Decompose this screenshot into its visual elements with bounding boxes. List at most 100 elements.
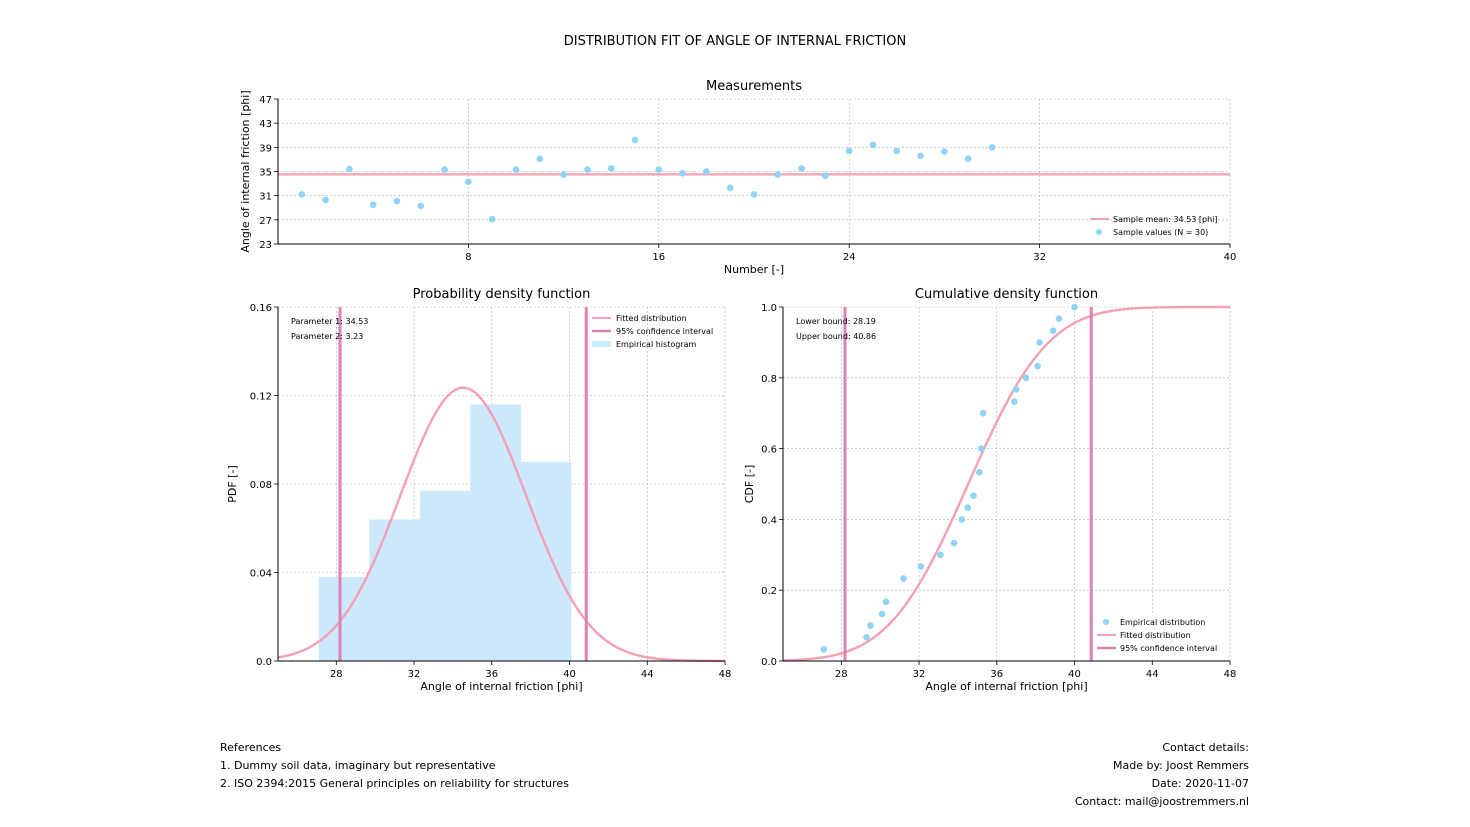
y-tick-label: 0.08 [250,480,272,491]
y-axis-label: Angle of internal friction [phi] [239,90,252,252]
empirical-point [1034,362,1041,370]
y-tick-label: 27 [259,216,272,227]
empirical-point [882,598,890,606]
empirical-point [917,563,925,570]
y-tick-label: 0.0 [256,657,272,668]
contact-heading: Contact details: [1162,741,1249,754]
empirical-point [1071,303,1078,311]
measurements-chart: 8 16 24 32 40 23 27 31 35 39 43 47 Measurements Numbe… [239,79,1236,276]
empirical-point [878,610,886,618]
sample-point [845,147,853,155]
histogram-bar [369,519,420,661]
sample-point [964,155,972,163]
sample-point [941,148,948,155]
empirical-point [1055,315,1063,322]
y-tick-label: 47 [259,95,272,106]
x-tick-label: 32 [1033,252,1046,263]
x-tick-label: 16 [652,252,665,263]
sample-point [631,136,639,144]
histogram-bar [419,490,471,661]
empirical-point [958,516,966,523]
empirical-point [820,646,828,653]
histogram-bar [520,461,572,661]
reference-item-1: 1. Dummy soil data, imaginary but repres… [220,759,496,772]
empirical-point [950,539,958,547]
measurements-legend: Sample mean: 34.53 [phi] Sample values (N… [1090,215,1218,237]
pdf-legend: Fitted distribution 95% confidence interv… [592,314,713,349]
annotation-upper-bound: Upper bound: 40.86 [796,332,876,341]
legend-label-empirical: Empirical distribution [1120,618,1205,627]
y-tick-label: 0.4 [761,515,777,526]
x-tick-label: 40 [563,669,576,680]
legend-swatch-hist [592,341,611,347]
annotation-parameter-2: Parameter 2: 3.23 [291,332,363,341]
y-tick-label: 0.8 [761,374,777,385]
x-tick-label: 48 [719,669,732,680]
x-tick-label: 28 [835,669,848,680]
histogram-bar [470,404,521,661]
sample-point [750,191,758,198]
sample-point [917,152,924,160]
figure-suptitle: DISTRIBUTION FIT OF ANGLE OF INTERNAL FR… [564,34,906,49]
empirical-point [1022,374,1030,382]
empirical-point [867,622,874,629]
legend-label-fit: Fitted distribution [1120,631,1191,640]
x-tick-label: 44 [1146,669,1159,680]
x-tick-label: 24 [843,252,856,263]
empirical-point [900,575,907,582]
y-axis-label: PDF [-] [226,465,239,502]
empirical-point [863,633,870,641]
sample-point [417,202,425,210]
sample-point [774,171,782,178]
cdf-chart: 28 32 36 40 44 48 0.0 0.2 0.4 0.6 0.8 1.0 Cumulative… [743,287,1236,693]
legend-label-ci: 95% confidence interval [616,327,713,336]
x-tick-label: 48 [1224,669,1237,680]
fitted-cdf-curve [782,305,1230,662]
x-axis-label: Angle of internal friction [phi] [925,680,1087,693]
empirical-point [1036,339,1043,346]
sample-point [584,166,591,173]
chart-title: Probability density function [413,287,591,302]
sample-point [536,155,544,163]
empirical-point [1049,327,1057,335]
contact-block: Contact details: Made by: Joost Remmers … [1075,739,1249,811]
y-tick-label: 23 [259,240,272,251]
legend-label-fit: Fitted distribution [616,314,687,323]
sample-point [798,165,805,172]
empirical-point [1010,398,1018,405]
legend-label-ci: 95% confidence interval [1120,644,1217,653]
legend-label-samples: Sample values (N = 30) [1113,228,1208,237]
sample-point [607,165,615,172]
empirical-point [964,504,971,512]
y-tick-label: 0.2 [761,586,777,597]
x-tick-label: 40 [1068,669,1081,680]
sample-point [322,196,329,204]
x-tick-label: 40 [1224,252,1237,263]
fitted-pdf-curve [277,386,725,663]
chart-title: Measurements [706,79,802,94]
y-tick-label: 43 [259,119,272,130]
sample-point [869,141,877,149]
x-axis-label: Number [-] [724,263,784,276]
references-heading: References [220,741,282,754]
sample-point [822,172,829,180]
empirical-point [977,445,985,452]
histogram-bar [318,576,370,661]
chart-title: Cumulative density function [915,287,1098,302]
x-tick-label: 32 [408,669,421,680]
sample-point [465,178,472,186]
contact-made-by: Made by: Joost Remmers [1113,759,1249,772]
pdf-chart: 28 32 36 40 44 48 0.0 0.04 0.08 0.12 0.16 Probabili… [226,287,731,693]
references-block: References 1. Dummy soil data, imaginary… [220,739,569,793]
legend-swatch-samples [1096,229,1102,235]
x-axis-label: Angle of internal friction [phi] [420,680,582,693]
contact-email: Contact: mail@joostremmers.nl [1074,795,1249,808]
sample-point [512,166,520,173]
contact-date: Date: 2020-11-07 [1151,777,1249,790]
y-tick-label: 35 [259,168,272,179]
reference-item-2: 2. ISO 2394:2015 General principles on r… [220,777,569,790]
x-tick-label: 28 [330,669,343,680]
empirical-point [937,551,944,559]
y-tick-label: 0.6 [761,445,777,456]
